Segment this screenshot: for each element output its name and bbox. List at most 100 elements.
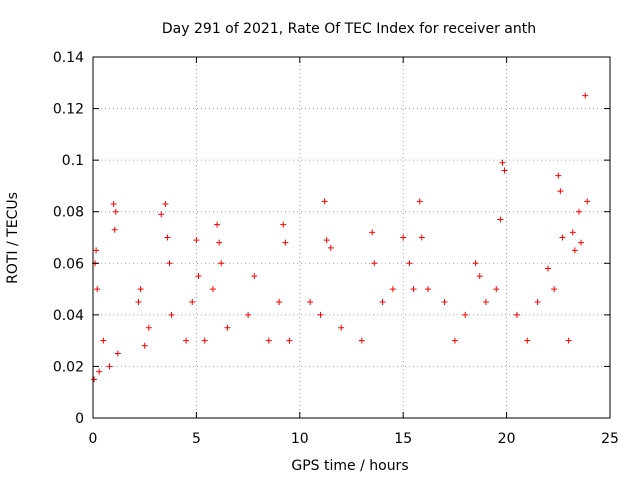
data-point-9	[112, 208, 119, 215]
data-point-14	[145, 324, 152, 331]
data-point-4	[96, 368, 103, 375]
data-point-34	[280, 221, 287, 228]
data-point-62	[499, 159, 506, 166]
data-point-68	[551, 286, 558, 293]
data-point-32	[265, 337, 272, 344]
data-point-10	[114, 350, 121, 357]
data-point-63	[501, 167, 508, 174]
data-point-23	[195, 273, 202, 280]
data-point-33	[276, 298, 283, 305]
data-point-11	[135, 298, 142, 305]
data-point-28	[218, 260, 225, 267]
x-tick-label: 0	[89, 431, 98, 447]
data-point-44	[369, 229, 376, 236]
axis-ticks: 0 5 10 15 20 25 0 0.02 0.04 0.06 0.08 0.1 0.12 0.14	[53, 50, 619, 447]
data-point-2	[93, 247, 100, 254]
data-point-42	[338, 324, 345, 331]
y-axis-label: ROTI / TECUs	[5, 192, 21, 284]
data-point-0	[91, 376, 98, 383]
data-point-16	[162, 200, 169, 207]
x-tick-label: 15	[394, 431, 412, 447]
data-point-78	[584, 198, 591, 205]
x-tick-label: 25	[601, 431, 619, 447]
data-point-25	[209, 286, 216, 293]
data-point-51	[416, 198, 423, 205]
data-point-7	[110, 200, 117, 207]
data-point-60	[493, 286, 500, 293]
data-point-73	[569, 229, 576, 236]
data-point-52	[418, 234, 425, 241]
x-tick-label: 5	[192, 431, 201, 447]
data-point-43	[358, 337, 365, 344]
data-point-75	[575, 208, 582, 215]
data-point-19	[168, 311, 175, 318]
data-point-13	[141, 342, 148, 349]
data-point-8	[111, 226, 118, 233]
data-point-24	[201, 337, 208, 344]
y-tick-label: 0	[75, 411, 84, 427]
data-point-46	[379, 298, 386, 305]
data-point-3	[94, 286, 101, 293]
y-tick-label: 0.14	[53, 50, 84, 66]
data-point-57	[472, 260, 479, 267]
plot-frame	[92, 56, 611, 419]
data-point-36	[286, 337, 293, 344]
data-point-38	[317, 311, 324, 318]
data-point-74	[571, 247, 578, 254]
data-point-48	[400, 234, 407, 241]
data-point-29	[224, 324, 231, 331]
data-points	[91, 92, 591, 383]
data-point-41	[327, 244, 334, 251]
data-point-54	[441, 298, 448, 305]
chart-title: Day 291 of 2021, Rate Of TEC Index for r…	[162, 21, 536, 37]
x-tick-label: 10	[291, 431, 309, 447]
data-point-47	[389, 286, 396, 293]
data-point-53	[425, 286, 432, 293]
data-point-39	[321, 198, 328, 205]
data-point-77	[582, 92, 589, 99]
data-point-27	[216, 239, 223, 246]
data-point-67	[544, 265, 551, 272]
grid-lines	[93, 57, 610, 418]
data-point-37	[307, 298, 314, 305]
data-point-40	[323, 237, 330, 244]
data-point-22	[193, 237, 200, 244]
y-tick-label: 0.1	[62, 153, 84, 169]
data-point-71	[559, 234, 566, 241]
data-point-55	[451, 337, 458, 344]
data-point-66	[534, 298, 541, 305]
data-point-20	[183, 337, 190, 344]
data-point-56	[462, 311, 469, 318]
data-point-45	[371, 260, 378, 267]
data-point-6	[106, 363, 113, 370]
y-tick-label: 0.04	[53, 308, 84, 324]
data-point-69	[555, 172, 562, 179]
data-point-17	[164, 234, 171, 241]
data-point-58	[476, 273, 483, 280]
data-point-61	[497, 216, 504, 223]
data-point-15	[158, 211, 165, 218]
y-tick-label: 0.06	[53, 256, 84, 272]
data-point-18	[166, 260, 173, 267]
data-point-31	[251, 273, 258, 280]
y-tick-label: 0.08	[53, 205, 84, 221]
data-point-70	[557, 188, 564, 195]
data-point-21	[189, 298, 196, 305]
data-point-65	[524, 337, 531, 344]
data-point-26	[214, 221, 221, 228]
data-point-5	[100, 337, 107, 344]
data-point-49	[406, 260, 413, 267]
data-point-72	[565, 337, 572, 344]
data-point-76	[578, 239, 585, 246]
x-axis-label: GPS time / hours	[291, 458, 408, 474]
data-point-59	[482, 298, 489, 305]
data-point-30	[245, 311, 252, 318]
data-point-64	[513, 311, 520, 318]
data-point-12	[137, 286, 144, 293]
x-tick-label: 20	[498, 431, 516, 447]
data-point-35	[282, 239, 289, 246]
data-point-50	[410, 286, 417, 293]
y-tick-label: 0.12	[53, 102, 84, 118]
y-tick-label: 0.02	[53, 359, 84, 375]
